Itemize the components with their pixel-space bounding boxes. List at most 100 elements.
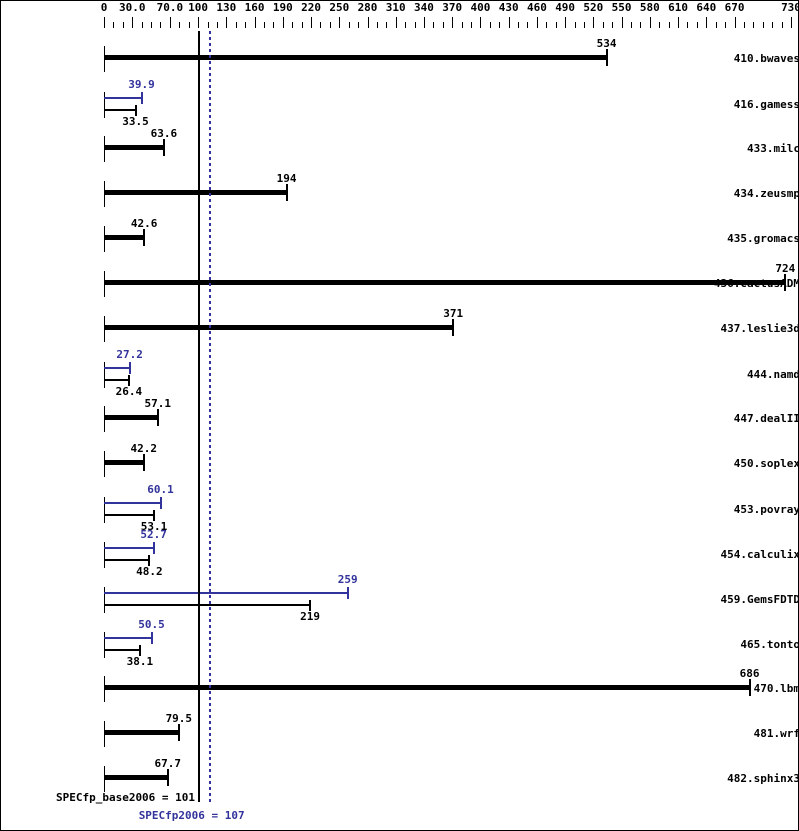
benchmark-row: 470.lbm 686	[1, 663, 798, 708]
axis-tick-major	[104, 17, 105, 28]
axis-tick-major	[282, 17, 284, 28]
benchmark-name-label: 481.wrf	[753, 727, 799, 740]
axis-tick-minor	[235, 22, 237, 28]
axis-tick-minor	[141, 22, 143, 28]
base-bar	[104, 325, 454, 330]
axis-tick-major	[480, 17, 482, 28]
axis-tick-label: 190	[272, 1, 293, 14]
base-bar-endcap	[309, 600, 312, 611]
axis-tick-major	[508, 17, 510, 28]
axis-tick-minor	[489, 22, 491, 28]
base-bar-endcap	[156, 409, 159, 426]
axis-tick-label: 250	[329, 1, 350, 14]
base-bar-endcap	[143, 229, 146, 246]
benchmark-row: 410.bwaves 534	[1, 33, 799, 78]
base-value-label: 42.6	[130, 217, 158, 230]
base-bar	[104, 235, 145, 240]
axis-tick-major	[791, 17, 792, 28]
benchmark-name-label: 416.gamess	[733, 98, 799, 111]
base-summary-label: SPECfp_base2006 = 101	[55, 791, 196, 804]
base-bar	[104, 730, 179, 735]
benchmark-name-label: 410.bwaves	[733, 52, 799, 65]
axis-tick-major	[423, 17, 425, 28]
base-bar-endcap	[148, 555, 151, 566]
benchmark-row: 454.calculix 52.7 48.2	[1, 528, 798, 578]
axis-tick-minor	[668, 22, 670, 28]
benchmark-row: 481.wrf 79.5	[1, 708, 799, 753]
axis-tick-minor	[640, 22, 642, 28]
axis-tick-minor	[216, 22, 218, 28]
zero-axis-stub	[104, 362, 105, 388]
benchmark-row: 482.sphinx3 67.7	[1, 753, 798, 798]
axis-tick-label: 0	[100, 1, 108, 14]
base-value-label: 194	[276, 172, 297, 185]
axis-tick-label: 220	[301, 1, 321, 14]
axis-tick-minor	[499, 22, 501, 28]
peak-bar-endcap	[128, 362, 131, 374]
base-bar-endcap	[152, 510, 155, 521]
axis-tick-minor	[358, 22, 360, 28]
base-bar	[104, 415, 158, 420]
axis-tick-minor	[442, 22, 444, 28]
axis-tick-label: 100	[188, 1, 209, 14]
base-value-label: 724	[775, 262, 796, 275]
axis-tick-minor	[151, 22, 153, 28]
peak-bar	[104, 97, 142, 99]
axis-tick-minor	[122, 22, 124, 28]
base-bar-endcap	[748, 679, 751, 696]
axis-tick-minor	[602, 22, 604, 28]
peak-value-label: 27.2	[116, 348, 143, 361]
peak-bar	[104, 502, 161, 504]
axis-tick-minor	[687, 22, 689, 28]
benchmark-row: 437.leslie3d 371	[1, 303, 799, 348]
zero-axis-stub	[104, 587, 105, 613]
axis-tick-minor	[527, 22, 529, 28]
base-bar	[104, 379, 129, 381]
base-value-label: 48.2	[136, 565, 163, 578]
zero-axis-stub	[104, 632, 105, 658]
axis-tick-minor	[772, 22, 774, 28]
base-value-label: 42.2	[130, 442, 157, 455]
base-value-label: 38.1	[126, 655, 154, 668]
axis-tick-label: 70.0	[156, 1, 184, 14]
axis-tick-minor	[583, 22, 585, 28]
axis-tick-label: 730	[781, 1, 799, 14]
benchmark-name-label: 437.leslie3d	[720, 322, 799, 335]
axis-tick-minor	[113, 22, 115, 28]
axis-tick-major	[678, 17, 680, 28]
reference-line-peak-mean	[208, 31, 211, 802]
peak-bar	[104, 592, 348, 594]
base-bar	[104, 649, 140, 651]
base-bar-endcap	[177, 724, 180, 741]
base-bar-endcap	[166, 769, 169, 786]
axis-tick-major	[734, 17, 736, 28]
axis-tick-label: 430	[498, 1, 519, 14]
base-value-label: 371	[443, 307, 464, 320]
axis-tick-minor	[207, 22, 209, 28]
axis-tick-minor	[348, 22, 350, 28]
peak-value-label: 259	[337, 573, 358, 586]
axis-tick-label: 610	[668, 1, 688, 14]
peak-bar-endcap	[159, 497, 162, 509]
base-value-label: 33.5	[122, 115, 149, 128]
base-bar	[104, 559, 150, 561]
peak-bar	[104, 367, 130, 369]
base-bar-endcap	[285, 184, 288, 201]
base-bar-endcap	[452, 319, 455, 336]
axis-tick-minor	[292, 22, 294, 28]
benchmark-name-label: 435.gromacs	[727, 232, 799, 245]
axis-tick-minor	[263, 22, 265, 28]
base-bar-endcap	[142, 454, 145, 471]
axis-tick-label: 550	[611, 1, 632, 14]
benchmark-row: 465.tonto 50.5 38.1	[1, 618, 798, 668]
base-bar	[104, 514, 154, 516]
base-bar	[104, 55, 607, 60]
axis-tick-minor	[320, 22, 322, 28]
zero-axis-stub	[104, 497, 105, 523]
base-bar	[104, 460, 144, 465]
axis-tick-minor	[574, 22, 576, 28]
base-value-label: 79.5	[165, 712, 193, 725]
peak-value-label: 52.7	[140, 528, 167, 541]
axis-tick-minor	[753, 22, 755, 28]
